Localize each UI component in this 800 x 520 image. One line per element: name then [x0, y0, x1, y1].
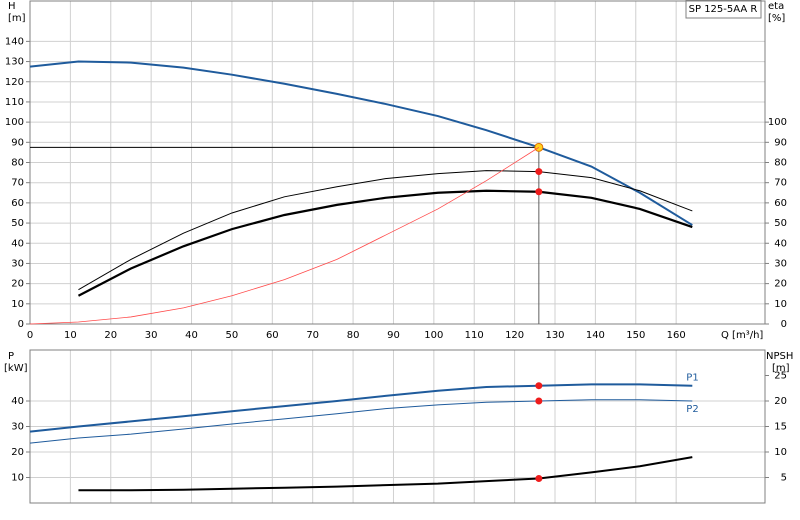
y2-tick-label: 20 — [774, 279, 787, 290]
y2-tick-label: 10 — [774, 299, 787, 310]
x-tick-label: 70 — [306, 330, 319, 341]
y2-tick-label: 15 — [774, 422, 787, 433]
y-tick-label: 10 — [11, 473, 24, 484]
y2-tick-label: 5 — [781, 473, 787, 484]
y2-tick-label: 100 — [768, 117, 787, 128]
duty-marker — [535, 397, 543, 405]
y2-tick-label: 0 — [781, 319, 787, 330]
eta-axis-label: eta — [768, 1, 784, 12]
y2-tick-label: 80 — [774, 158, 787, 169]
y2-tick-label: 10 — [774, 447, 787, 458]
x-tick-label: 160 — [667, 330, 686, 341]
y-tick-label: 80 — [11, 158, 24, 169]
y-tick-label: 30 — [11, 422, 24, 433]
y-tick-label: 60 — [11, 198, 24, 209]
x-tick-label: 140 — [586, 330, 605, 341]
p-axis-label: P — [8, 351, 14, 362]
curve — [29, 147, 540, 325]
plot-frame — [29, 349, 766, 504]
model-box — [685, 0, 762, 19]
y-tick-label: 120 — [5, 77, 24, 88]
y-tick-label: 50 — [11, 218, 24, 229]
npsh-axis-unit: [m] — [772, 363, 790, 374]
y2-tick-label: 20 — [774, 396, 787, 407]
x-tick-label: 130 — [545, 330, 564, 341]
y-tick-label: 100 — [5, 117, 24, 128]
y2-tick-label: 90 — [774, 137, 787, 148]
y-tick-label: 110 — [5, 97, 24, 108]
y-tick-label: 30 — [11, 258, 24, 269]
x-tick-label: 0 — [27, 330, 33, 341]
x-tick-label: 110 — [465, 330, 484, 341]
x-tick-label: 100 — [424, 330, 443, 341]
curve — [29, 399, 693, 444]
y-tick-label: 40 — [11, 396, 24, 407]
duty-marker — [535, 475, 543, 483]
series-label: P1 — [686, 373, 698, 384]
x-tick-label: 10 — [64, 330, 77, 341]
duty-marker — [535, 188, 543, 196]
y2-tick-label: 25 — [774, 371, 787, 382]
y2-tick-label: 30 — [774, 258, 787, 269]
x-tick-label: 50 — [226, 330, 239, 341]
curve — [77, 189, 693, 297]
curve — [78, 170, 693, 291]
y-tick-label: 10 — [11, 299, 24, 310]
model-name: SP 125-5AA R — [689, 4, 758, 15]
y-tick-label: 0 — [18, 319, 24, 330]
y2-tick-label: 50 — [774, 218, 787, 229]
x-tick-label: 20 — [104, 330, 117, 341]
y2-tick-label: 40 — [774, 238, 787, 249]
curve — [29, 383, 693, 433]
npsh-axis-label: NPSH — [766, 351, 793, 362]
duty-marker — [535, 168, 543, 176]
y-tick-label: 20 — [11, 279, 24, 290]
eta-axis-unit: [%] — [768, 13, 785, 24]
series-label: P2 — [686, 404, 698, 415]
h-axis-unit: [m] — [8, 13, 26, 24]
y2-tick-label: 70 — [774, 178, 787, 189]
h-axis-label: H — [8, 1, 16, 12]
x-tick-label: 150 — [626, 330, 645, 341]
x-tick-label: 80 — [347, 330, 360, 341]
curve — [78, 456, 693, 492]
x-tick-label: 40 — [185, 330, 198, 341]
y-tick-label: 130 — [5, 57, 24, 68]
curve — [29, 60, 693, 226]
p-axis-unit: [kW] — [4, 363, 28, 374]
plot-frame — [29, 0, 766, 325]
y-tick-label: 40 — [11, 238, 24, 249]
y-tick-label: 140 — [5, 36, 24, 47]
x-tick-label: 30 — [145, 330, 158, 341]
x-tick-label: 60 — [266, 330, 279, 341]
x-tick-label: 90 — [387, 330, 400, 341]
y-tick-label: 20 — [11, 447, 24, 458]
y2-tick-label: 60 — [774, 198, 787, 209]
y-tick-label: 70 — [11, 178, 24, 189]
x-tick-label: 120 — [505, 330, 524, 341]
y-tick-label: 90 — [11, 137, 24, 148]
duty-marker — [535, 382, 543, 390]
q-axis-label: Q [m³/h] — [721, 330, 763, 341]
